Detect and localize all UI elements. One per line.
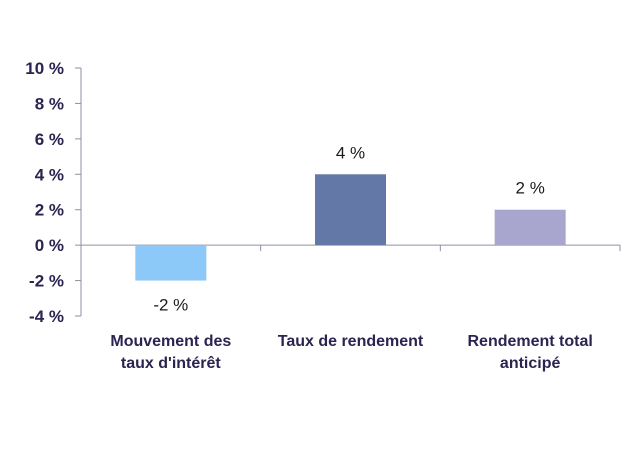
category-label: anticipé xyxy=(500,355,561,372)
y-tick-label: 4 % xyxy=(35,165,64,184)
bars xyxy=(135,174,566,281)
data-label: -2 % xyxy=(153,296,188,315)
data-label: 2 % xyxy=(516,179,545,198)
bar xyxy=(135,245,207,281)
y-tick-label: 6 % xyxy=(35,130,64,149)
category-label: taux d'intérêt xyxy=(121,355,221,372)
y-tick-label: 8 % xyxy=(35,94,64,113)
y-tick-label: 0 % xyxy=(35,236,64,255)
category-label: Rendement total xyxy=(467,333,592,350)
y-tick-label: 2 % xyxy=(35,201,64,220)
data-label: 4 % xyxy=(336,143,365,162)
category-labels: Mouvement des taux d'intérêt Taux de rende… xyxy=(110,333,592,372)
data-labels: -2 % 4 % 2 % xyxy=(153,143,544,314)
y-tick-label: -4 % xyxy=(29,307,64,326)
category-label: Taux de rendement xyxy=(278,333,424,350)
y-axis: 10 % 8 % 6 % 4 % 2 % 0 % -2 % -4 % xyxy=(25,59,82,326)
bar xyxy=(315,174,386,246)
y-tick-label: -2 % xyxy=(29,272,64,291)
category-label: Mouvement des xyxy=(110,333,231,350)
bar xyxy=(494,209,566,246)
y-tick-label: 10 % xyxy=(25,59,64,78)
